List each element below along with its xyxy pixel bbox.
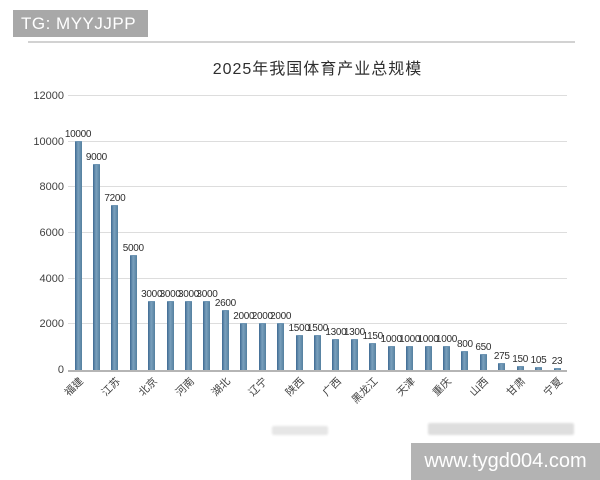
bar — [406, 346, 414, 370]
bar — [74, 140, 82, 370]
bar — [498, 362, 506, 370]
x-axis-label: 重庆 — [431, 375, 455, 399]
bar-value-label: 10000 — [64, 128, 92, 140]
bar — [350, 339, 358, 370]
y-tick-label: 4000 — [39, 272, 64, 285]
x-axis-label: 湖北 — [209, 375, 234, 399]
y-tick-label: 6000 — [39, 227, 64, 239]
bar-value-label: 2000 — [251, 311, 273, 323]
watermark-top-text: TG: MYYJJPP — [21, 13, 137, 33]
bar — [424, 346, 432, 370]
bar-value-label: 3000 — [178, 288, 200, 300]
watermark-bottom-text: www.tygd004.com — [424, 450, 587, 472]
bar-value-label: 1150 — [362, 330, 384, 342]
watermark-top-badge: TG: MYYJJPP — [13, 10, 148, 37]
x-axis-label: 江苏 — [99, 375, 123, 399]
bar-value-label: 9000 — [85, 151, 107, 163]
gridline — [68, 277, 567, 279]
bar-value-label: 3000 — [196, 288, 218, 300]
x-axis-label: 福建 — [62, 375, 86, 399]
x-axis-label: 北京 — [136, 375, 160, 399]
bar-value-label: 1000 — [380, 334, 402, 346]
bar — [277, 323, 285, 370]
y-tick-label: 12000 — [33, 90, 64, 102]
plot-area: 10000 9000 7200 5000 3000 3000 3000 3000 2600 200… — [64, 95, 567, 372]
bar — [553, 368, 561, 370]
bar — [479, 354, 487, 370]
bar-value-label: 3000 — [141, 288, 163, 300]
y-tick-label: 0 — [57, 364, 64, 376]
bar — [166, 300, 174, 370]
x-axis-label: 黑龙江 — [349, 375, 381, 407]
bar — [129, 254, 137, 370]
y-tick-label: 8000 — [39, 181, 64, 194]
bar-value-label: 1000 — [435, 334, 457, 346]
faint-artifact — [272, 426, 328, 435]
gridline — [68, 140, 567, 142]
bar-value-label: 1000 — [399, 334, 421, 346]
bar-value-label: 5000 — [122, 242, 144, 254]
faint-artifact — [428, 423, 574, 435]
x-axis-label: 宁夏 — [541, 375, 565, 399]
bar — [258, 323, 266, 370]
bar-value-label: 1500 — [288, 322, 310, 334]
bar — [148, 300, 156, 370]
bar-value-label: 1000 — [417, 334, 439, 346]
top-divider-line — [28, 41, 575, 43]
bar-value-label: 3000 — [159, 288, 181, 300]
bar — [369, 342, 377, 370]
x-axis-label: 山西 — [467, 375, 492, 399]
x-axis-label: 陕西 — [283, 375, 307, 399]
bar — [240, 323, 248, 370]
bar-value-label: 7200 — [104, 192, 126, 204]
bar-value-label: 150 — [512, 353, 529, 365]
bar — [203, 300, 211, 370]
bar — [461, 350, 469, 370]
gridline — [68, 186, 567, 188]
bar — [332, 339, 340, 370]
y-tick-label: 10000 — [33, 135, 64, 148]
bar-value-label: 2000 — [270, 311, 292, 323]
bar — [92, 163, 100, 370]
gridline — [68, 323, 567, 325]
x-axis-label: 辽宁 — [246, 375, 271, 399]
x-axis-label: 天津 — [394, 375, 418, 399]
bar — [221, 309, 229, 370]
bar — [314, 334, 321, 370]
bar-value-label: 1300 — [343, 327, 365, 339]
bar-value-label: 1300 — [325, 327, 347, 339]
bar — [442, 346, 450, 370]
watermark-bottom-badge: www.tygd004.com — [411, 443, 600, 480]
x-axis-label: 河南 — [173, 375, 197, 399]
x-axis-label: 广西 — [320, 375, 344, 399]
bar — [516, 365, 524, 370]
bar — [295, 334, 303, 370]
bar-value-label: 2600 — [214, 297, 236, 309]
gridline — [68, 95, 567, 96]
bar-value-label: 800 — [456, 338, 473, 350]
bar-value-label: 1500 — [306, 322, 329, 334]
bar-value-label: 275 — [493, 350, 510, 362]
chart-title: 2025年我国体育产业总规模 — [212, 61, 423, 78]
bar-value-label: 650 — [475, 342, 492, 354]
bar-value-label: 105 — [530, 354, 547, 366]
bar — [185, 300, 193, 370]
gridline — [68, 232, 567, 233]
x-axis-label: 甘肃 — [504, 375, 529, 399]
bar — [387, 346, 395, 370]
bar-value-label: 2000 — [233, 311, 255, 323]
bar-value-label: 23 — [551, 356, 563, 367]
bar — [535, 366, 543, 370]
y-tick-label: 2000 — [39, 318, 64, 331]
bar — [111, 204, 119, 370]
